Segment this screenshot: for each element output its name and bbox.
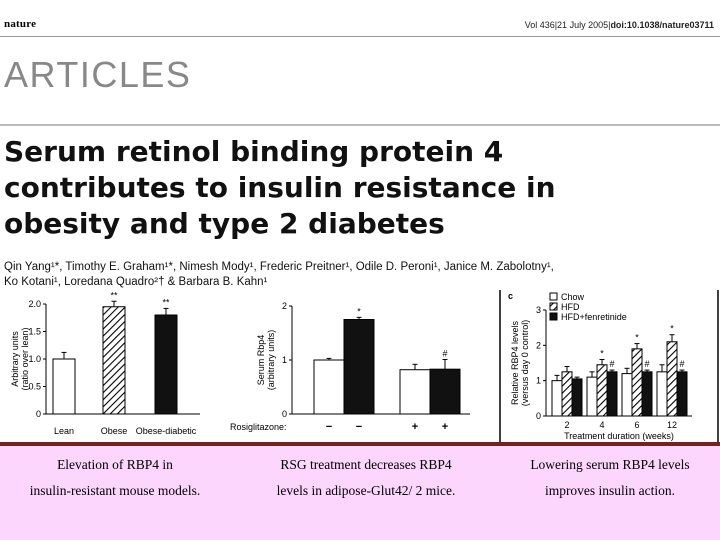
y-axis-label: Relative RBP4 levels: [510, 320, 520, 405]
significance-mark: *: [600, 348, 604, 358]
masthead-rule: [0, 36, 720, 37]
y-axis-label: (versus day 0 control): [520, 320, 530, 407]
y-tick-label: 0: [282, 409, 287, 419]
bar: [596, 364, 608, 417]
bar: [561, 371, 573, 417]
treatment-mark: +: [412, 421, 418, 433]
treatment-mark: +: [442, 421, 448, 433]
x-tick-label: 6: [634, 420, 639, 430]
author-line: Ko Kotani¹, Loredana Quadro²† & Barbara …: [4, 276, 268, 288]
citation-volume-date: Vol 436|21 July 2005|: [524, 20, 611, 30]
legend-label: HFD: [561, 302, 580, 312]
bar: [621, 373, 633, 417]
y-axis-label: Arbitrary units: [10, 331, 20, 387]
caption-line: RSG treatment decreases RBP4: [280, 457, 452, 472]
bar: [429, 368, 461, 415]
y-axis-label: (ratio over lean): [20, 327, 30, 390]
legend-swatch: [549, 292, 558, 301]
y-tick-label: 1: [282, 355, 287, 365]
title-line: obesity and type 2 diabetes: [4, 207, 445, 240]
significance-mark: **: [162, 297, 170, 307]
legend-swatch: [549, 302, 558, 311]
author-list: Qin Yang¹*, Timothy E. Graham¹*, Nimesh …: [4, 260, 718, 290]
bar: [399, 369, 431, 415]
y-tick-label: 1.5: [28, 327, 41, 337]
citation-line: Vol 436|21 July 2005|doi:10.1038/nature0…: [525, 20, 714, 30]
significance-mark: #: [679, 359, 684, 369]
figure-panels: 0 0.5 1.0 1.5 2.0 Arbitrary units (ratio over …: [10, 290, 719, 442]
significance-mark: #: [609, 359, 614, 369]
x-tick-label: 4: [599, 420, 604, 430]
x-tick-label: Lean: [54, 426, 74, 436]
legend-label: HFD+fenretinide: [561, 312, 627, 322]
caption-middle: RSG treatment decreases RBP4 levels in a…: [244, 452, 488, 504]
significance-mark: *: [635, 333, 639, 343]
bar: [631, 348, 643, 417]
title-line: contributes to insulin resistance in: [4, 171, 556, 204]
section-heading: ARTICLES: [4, 54, 192, 95]
caption-area: Elevation of RBP4 in insulin-resistant m…: [0, 446, 720, 540]
significance-mark: #: [644, 359, 649, 369]
y-tick-label: 3: [536, 305, 541, 315]
title-line: Serum retinol binding protein 4: [4, 135, 504, 168]
legend-label: Chow: [561, 292, 585, 302]
author-line: Qin Yang¹*, Timothy E. Graham¹*, Nimesh …: [4, 261, 554, 273]
chart-b: 0 1 2 Serum Rbp4 (arbitrary units) * # Rosiglit…: [230, 301, 470, 433]
caption-line: insulin-resistant mouse models.: [29, 483, 201, 498]
y-tick-label: 1: [536, 376, 541, 386]
bar: [52, 358, 76, 415]
bar: [571, 378, 583, 417]
bar: [656, 371, 668, 417]
y-tick-label: 0: [536, 411, 541, 421]
journal-name: nature: [4, 18, 37, 30]
y-tick-label: 0: [36, 409, 41, 419]
bar: [586, 376, 598, 417]
bar: [666, 341, 678, 417]
bar: [102, 306, 126, 415]
chart-a: 0 0.5 1.0 1.5 2.0 Arbitrary units (ratio over …: [10, 290, 200, 436]
section-rule: [0, 124, 720, 126]
bar: [154, 314, 178, 415]
bar: [313, 359, 345, 415]
x-tick-label: 12: [667, 420, 677, 430]
treatment-mark: −: [356, 421, 362, 433]
treatment-mark: −: [326, 421, 332, 433]
x-tick-label: 2: [564, 420, 569, 430]
treatment-label: Rosiglitazone:: [230, 422, 287, 432]
y-tick-label: 0.5: [28, 382, 41, 392]
bar: [641, 371, 653, 417]
y-axis-label: Serum Rbp4: [256, 335, 266, 386]
legend-swatch: [549, 312, 558, 321]
article-title: Serum retinol binding protein 4 contribu…: [4, 134, 704, 242]
figure-strip: 0 0.5 1.0 1.5 2.0 Arbitrary units (ratio over …: [0, 290, 720, 442]
caption-divider: [0, 442, 720, 446]
caption-left: Elevation of RBP4 in insulin-resistant m…: [0, 452, 230, 504]
bar: [343, 319, 375, 415]
significance-mark: *: [357, 306, 361, 316]
x-tick-label: Obese: [101, 426, 128, 436]
x-tick-label: Obese-diabetic: [136, 426, 197, 436]
bar: [606, 371, 618, 417]
citation-doi: doi:10.1038/nature03711: [610, 20, 714, 30]
caption-line: levels in adipose-Glut42/ 2 mice.: [276, 483, 456, 498]
y-axis-label: (arbitrary units): [266, 330, 276, 391]
caption-line: Elevation of RBP4 in: [57, 457, 173, 472]
panel-letter: c: [508, 291, 513, 301]
journal-masthead: nature Vol 436|21 July 2005|doi:10.1038/…: [0, 0, 720, 40]
significance-mark: #: [442, 348, 447, 358]
caption-right: Lowering serum RBP4 levels improves insu…: [500, 452, 720, 504]
caption-line: Lowering serum RBP4 levels: [530, 457, 690, 472]
y-tick-label: 2.0: [28, 299, 41, 309]
y-tick-label: 2: [536, 340, 541, 350]
y-tick-label: 2: [282, 301, 287, 311]
y-tick-label: 1.0: [28, 354, 41, 364]
significance-mark: **: [110, 290, 118, 300]
x-axis-label: Treatment duration (weeks): [564, 431, 674, 441]
bar: [551, 380, 563, 417]
caption-line: improves insulin action.: [544, 483, 676, 498]
significance-mark: *: [670, 324, 674, 334]
bar: [676, 371, 688, 417]
